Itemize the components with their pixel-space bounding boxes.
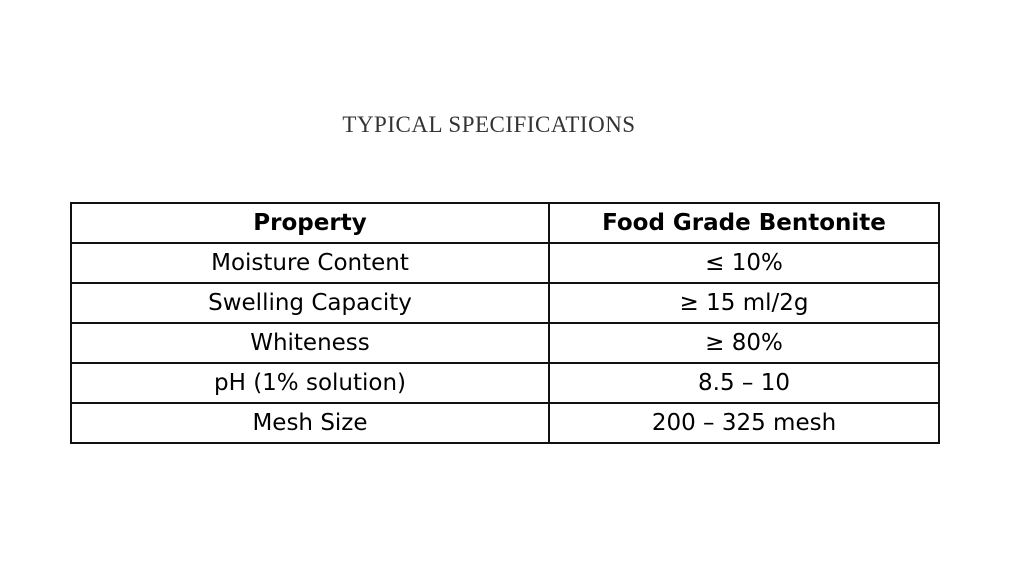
table-cell: 200 – 325 mesh xyxy=(548,402,940,444)
table-cell: Swelling Capacity xyxy=(70,282,550,324)
table-cell: Moisture Content xyxy=(70,242,550,284)
table-cell: pH (1% solution) xyxy=(70,362,550,404)
table-cell: ≥ 15 ml/2g xyxy=(548,282,940,324)
table-row: Mesh Size 200 – 325 mesh xyxy=(70,402,940,444)
column-header: Food Grade Bentonite xyxy=(548,202,940,244)
table-row: Moisture Content ≤ 10% xyxy=(70,242,940,284)
table-row: Swelling Capacity ≥ 15 ml/2g xyxy=(70,282,940,324)
table-cell: 8.5 – 10 xyxy=(548,362,940,404)
table-cell: Mesh Size xyxy=(70,402,550,444)
spec-table: Property Food Grade Bentonite Moisture Co… xyxy=(70,202,940,444)
title: TYPICAL SPECIFICATIONS xyxy=(342,112,636,137)
table-row: Whiteness ≥ 80% xyxy=(70,322,940,364)
table-row: pH (1% solution) 8.5 – 10 xyxy=(70,362,940,404)
table-cell: Whiteness xyxy=(70,322,550,364)
header-row: Property Food Grade Bentonite xyxy=(70,202,940,244)
table-cell: ≥ 80% xyxy=(548,322,940,364)
table-body: Moisture Content ≤ 10% Swelling Capacity ≥ … xyxy=(70,242,940,444)
column-header: Property xyxy=(70,202,550,244)
table-cell: ≤ 10% xyxy=(548,242,940,284)
